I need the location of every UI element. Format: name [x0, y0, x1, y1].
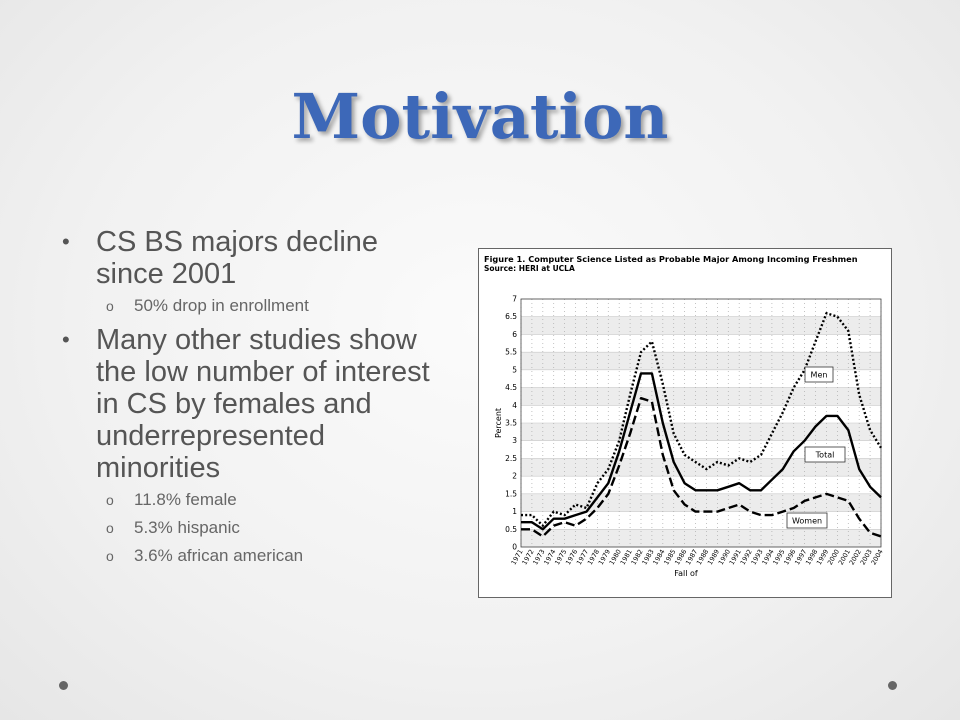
- y-tick-label: 4.5: [505, 383, 517, 392]
- y-tick-label: 1: [512, 507, 517, 516]
- bullet-text: CS BS majors decline since 2001: [96, 226, 379, 290]
- bullet-item: • Many other studies show the low number…: [62, 324, 442, 484]
- decorative-dot: [59, 681, 68, 690]
- sub-bullet-glyph: o: [106, 548, 114, 564]
- y-tick-label: 2: [512, 472, 517, 481]
- grid-band: [521, 423, 881, 441]
- chart-figure: Figure 1. Computer Science Listed as Pro…: [478, 248, 892, 598]
- line-chart: Figure 1. Computer Science Listed as Pro…: [484, 254, 885, 578]
- y-tick-label: 3.5: [505, 419, 517, 428]
- sub-bullet-item: o 5.3% hispanic: [62, 518, 442, 538]
- y-tick-label: 7: [512, 295, 517, 304]
- legend-label: Men: [811, 371, 828, 380]
- grid-band: [521, 387, 881, 406]
- sub-bullet-item: o 3.6% african american: [62, 546, 442, 566]
- legend-label: Total: [815, 451, 835, 460]
- grid-band: [521, 352, 881, 370]
- y-tick-label: 5.5: [505, 348, 517, 357]
- sub-bullet-text: 11.8% female: [134, 490, 237, 509]
- y-tick-label: 0.5: [505, 525, 517, 534]
- legend-box: [786, 512, 828, 529]
- y-tick-label: 2.5: [505, 454, 517, 463]
- y-tick-label: 6.5: [505, 312, 517, 321]
- chart-title: Figure 1. Computer Science Listed as Pro…: [484, 254, 858, 264]
- bullet-list: • CS BS majors decline since 2001 o 50% …: [62, 226, 442, 574]
- chart-subtitle: Source: HERI at UCLA: [484, 264, 575, 273]
- sub-bullet-text: 5.3% hispanic: [134, 518, 240, 537]
- sub-bullet-glyph: o: [106, 520, 114, 536]
- grid-band: [521, 529, 881, 547]
- bullet-text: Many other studies show the low number o…: [96, 324, 430, 484]
- sub-bullet-item: o 50% drop in enrollment: [62, 296, 442, 316]
- y-tick-label: 5: [512, 365, 517, 374]
- decorative-dot: [888, 681, 897, 690]
- y-tick-label: 1.5: [505, 489, 517, 498]
- grid-band: [521, 493, 881, 512]
- series: [521, 311, 883, 538]
- legend-box: [804, 366, 834, 383]
- sub-bullet-item: o 11.8% female: [62, 490, 442, 510]
- legend-label: Women: [792, 517, 822, 526]
- grid-band: [521, 316, 881, 335]
- y-tick-label: 3: [512, 436, 517, 445]
- sub-bullet-text: 50% drop in enrollment: [134, 296, 309, 315]
- sub-bullet-text: 3.6% african american: [134, 546, 304, 565]
- y-tick-label: 0: [512, 543, 517, 552]
- plot-frame: [520, 298, 882, 548]
- x-axis-label: Fall of: [674, 569, 698, 578]
- bullet-glyph: •: [62, 229, 70, 254]
- sub-bullet-glyph: o: [106, 492, 114, 508]
- series-line-men: [521, 311, 883, 527]
- x-tick-label: 2004: [870, 548, 885, 566]
- y-axis-label: Percent: [494, 408, 503, 438]
- sub-bullet-glyph: o: [106, 298, 114, 314]
- x-ticks: 1971197219731974197519761977197819791980…: [510, 548, 885, 566]
- legend-box: [804, 446, 846, 463]
- series-line-total: [521, 372, 882, 531]
- slide-title: Motivation: [291, 80, 669, 153]
- bullet-item: • CS BS majors decline since 2001: [62, 226, 442, 290]
- y-ticks: 0 0.5 1 1.5 2 2.5 3 3.5 4 4.5 5 5.5 6 6.5 7: [505, 295, 517, 552]
- bullet-glyph: •: [62, 327, 70, 352]
- y-tick-label: 6: [512, 330, 517, 339]
- grid: [520, 298, 882, 548]
- y-tick-label: 4: [512, 401, 517, 410]
- legend: Men Total Women: [786, 366, 846, 529]
- series-line-women: [521, 396, 882, 538]
